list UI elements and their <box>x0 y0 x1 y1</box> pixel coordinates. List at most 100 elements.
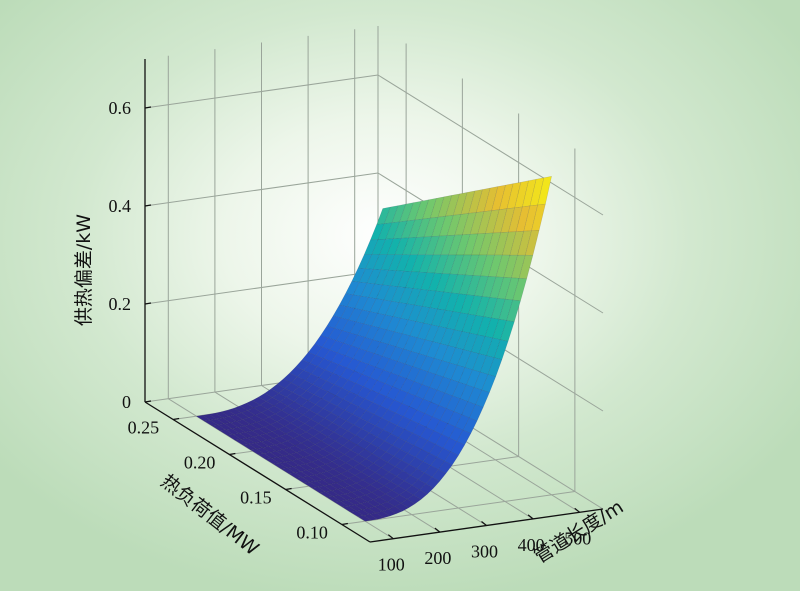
x-tick-label: 200 <box>424 548 451 568</box>
surface-patch <box>378 314 394 331</box>
surface-patch <box>386 316 402 333</box>
surface-patch <box>343 485 359 493</box>
surface-patch <box>302 447 318 456</box>
surface-patch <box>406 494 422 505</box>
surface-patch <box>285 392 301 402</box>
surface-patch <box>454 213 470 236</box>
x-tick-mark <box>574 507 581 513</box>
surface-patch <box>409 321 425 339</box>
y-tick-label: 0.25 <box>128 418 160 438</box>
surface-patch <box>475 389 490 408</box>
surface-patch <box>428 443 444 458</box>
surface-layer <box>195 175 552 522</box>
surface-patch <box>375 355 391 371</box>
surface-patch <box>324 412 340 423</box>
surface-patch <box>334 317 349 331</box>
surface-patch <box>477 210 493 235</box>
surface-patch <box>412 489 428 500</box>
surface-patch <box>384 372 400 387</box>
surface-patch <box>414 289 429 307</box>
surface-patch <box>512 278 528 302</box>
surface-patch <box>312 377 327 389</box>
surface-patch <box>368 472 384 482</box>
surface-patch <box>298 463 314 471</box>
surface-patch <box>308 404 324 415</box>
x-tick-mark <box>434 527 441 533</box>
surface-patch <box>435 273 451 293</box>
surface-patch <box>385 301 400 317</box>
surface-patch <box>500 320 515 342</box>
surface-patch <box>447 329 463 348</box>
surface-patch <box>438 392 453 409</box>
surface-patch <box>371 489 387 498</box>
surface-patch <box>424 324 440 342</box>
surface-patch <box>413 436 429 450</box>
surface-patch <box>249 421 265 430</box>
surface-patch <box>339 420 355 432</box>
z-tick-mark <box>144 302 152 305</box>
surface-patch <box>332 304 348 319</box>
surface-patch <box>444 451 459 466</box>
surface-patch <box>390 425 406 438</box>
surface-patch <box>226 407 243 416</box>
surface-patch <box>449 347 464 366</box>
z-tick-label: 0.4 <box>109 196 132 216</box>
surface-patch <box>325 422 341 433</box>
surface-patch <box>322 445 338 454</box>
grid-line-xwall-z3 <box>377 74 604 216</box>
surface-patch <box>375 511 391 519</box>
surface-patch <box>410 337 426 355</box>
y-tick-label: 0.10 <box>296 523 328 543</box>
surface-patch <box>367 413 383 427</box>
surface-patch <box>330 488 347 496</box>
surface-patch <box>300 439 316 448</box>
surface-patch <box>465 254 480 276</box>
surface-patch <box>480 254 495 277</box>
surface-patch <box>437 291 452 311</box>
surface-patch <box>388 412 404 426</box>
surface-patch <box>348 434 364 446</box>
surface-patch <box>431 215 446 237</box>
y-tick-label: 0.20 <box>184 453 216 473</box>
surface-patch <box>420 272 436 291</box>
z-axis-label: 供热偏差/kW <box>73 214 95 326</box>
surface-patch <box>365 401 381 415</box>
surface-patch <box>263 424 279 432</box>
surface-patch <box>344 345 360 359</box>
surface-patch <box>293 396 309 407</box>
surface-patch <box>321 391 337 403</box>
surface-patch <box>518 254 534 280</box>
z-tick-label: 0.6 <box>109 98 132 118</box>
surface-patch <box>371 313 386 329</box>
surface-patch <box>338 293 354 307</box>
surface-patch <box>345 458 361 468</box>
surface-patch <box>369 366 384 381</box>
surface-patch <box>398 428 413 442</box>
surface-patch <box>385 221 400 240</box>
surface-patch <box>397 270 413 288</box>
surface-patch <box>467 295 483 316</box>
grid-line-floor-y0 <box>341 491 575 525</box>
surface-patch <box>415 384 430 400</box>
surface-patch <box>349 510 365 517</box>
surface-patch <box>331 416 347 428</box>
surface-patch <box>457 254 472 276</box>
surface-patch <box>481 276 497 298</box>
surface-patch <box>423 216 439 238</box>
surface-patch <box>448 426 464 442</box>
surface-patch <box>386 498 402 507</box>
surface-patch <box>354 471 370 481</box>
surface-patch <box>478 336 494 357</box>
surface-patch <box>320 471 336 479</box>
surface-patch <box>347 424 363 436</box>
surface-patch <box>363 484 379 493</box>
surface-patch <box>484 317 500 339</box>
surface-patch <box>362 476 377 485</box>
surface-patch <box>432 326 448 344</box>
surface-patch <box>365 254 380 270</box>
surface-patch <box>340 306 356 321</box>
y-tick-label: 0.15 <box>240 488 272 508</box>
surface-patch <box>314 473 330 480</box>
surface-patch <box>370 436 386 449</box>
surface-patch <box>346 358 361 372</box>
